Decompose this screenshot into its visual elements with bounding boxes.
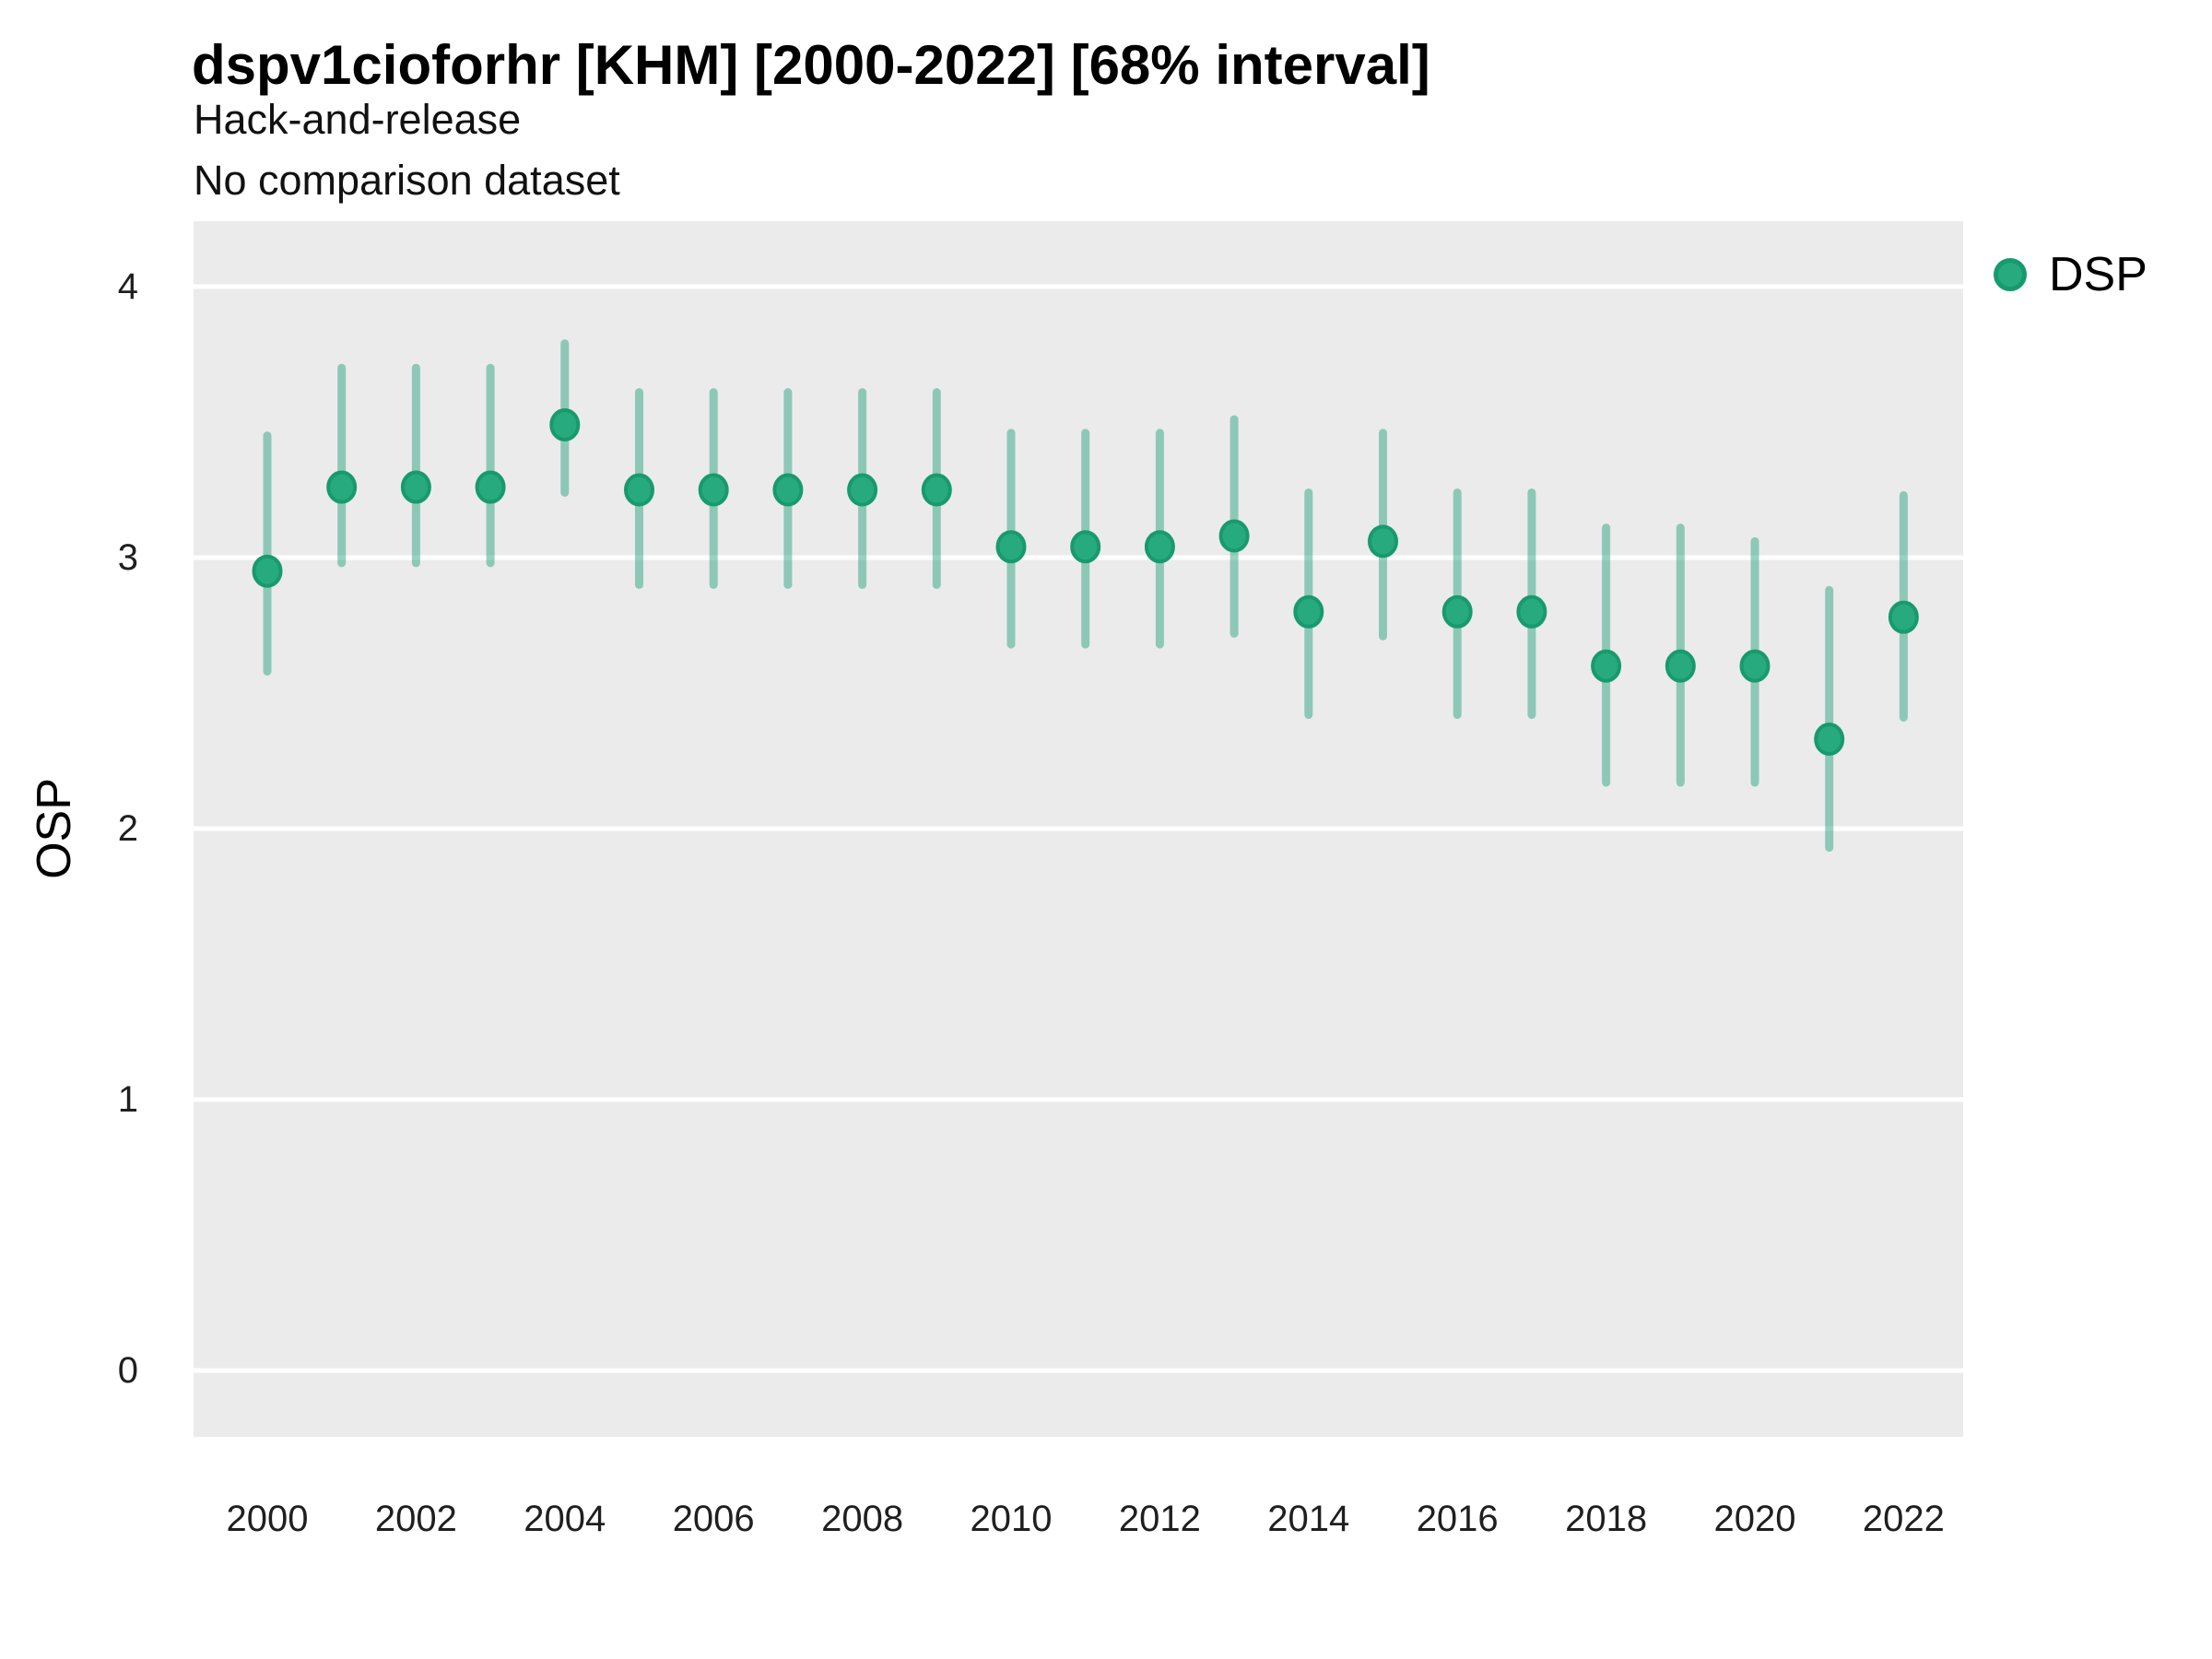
data-point-2002 [400, 470, 431, 504]
data-point-2008 [847, 473, 878, 507]
data-point-2007 [772, 473, 804, 507]
data-points [252, 407, 1919, 756]
data-point-2004 [549, 407, 581, 441]
y-tick-label-2: 2 [117, 808, 138, 849]
data-point-2010 [995, 530, 1027, 564]
x-tick-label-2004: 2004 [524, 1499, 606, 1539]
data-point-2015 [1368, 524, 1398, 559]
data-point-2001 [326, 470, 358, 504]
data-point-2017 [1516, 594, 1547, 629]
data-point-2009 [921, 473, 952, 507]
data-point-2012 [1144, 530, 1175, 564]
data-point-2021 [1814, 722, 1845, 756]
data-point-2003 [475, 470, 506, 504]
data-point-2011 [1070, 530, 1101, 564]
legend-point-icon [1994, 258, 2027, 291]
x-tick-label-2006: 2006 [672, 1499, 755, 1539]
data-point-2018 [1591, 649, 1622, 683]
y-tick-label-1: 1 [117, 1079, 138, 1120]
data-point-2005 [624, 473, 654, 507]
x-tick-label-2014: 2014 [1267, 1499, 1350, 1539]
data-point-2006 [698, 473, 729, 507]
data-point-2016 [1441, 594, 1473, 629]
x-tick-label-2008: 2008 [821, 1499, 904, 1539]
y-tick-label-3: 3 [117, 537, 138, 578]
chart-subtitle-line2: No comparison dataset [194, 157, 620, 204]
x-tick-label-2010: 2010 [970, 1499, 1053, 1539]
y-tick-label-0: 0 [117, 1350, 138, 1391]
chart-title: dspv1cioforhr [KHM] [2000-2022] [68% int… [192, 34, 1430, 96]
legend: DSP [1994, 247, 2147, 302]
x-tick-label-2002: 2002 [374, 1499, 457, 1539]
y-tick-label-4: 4 [117, 266, 138, 307]
x-tick-label-2020: 2020 [1713, 1499, 1796, 1539]
data-point-2013 [1218, 519, 1250, 553]
data-point-2000 [252, 554, 283, 588]
legend-series-label: DSP [2049, 248, 2147, 301]
data-point-2019 [1665, 649, 1696, 683]
x-tick-label-2018: 2018 [1565, 1499, 1648, 1539]
data-point-2020 [1739, 649, 1771, 683]
x-tick-label-2012: 2012 [1118, 1499, 1201, 1539]
chart-subtitle-line1: Hack-and-release [194, 96, 522, 143]
data-point-2014 [1293, 594, 1324, 629]
x-tick-label-2022: 2022 [1862, 1499, 1945, 1539]
x-tick-label-2016: 2016 [1416, 1499, 1499, 1539]
x-tick-label-2000: 2000 [226, 1499, 309, 1539]
data-point-2022 [1888, 600, 1919, 634]
